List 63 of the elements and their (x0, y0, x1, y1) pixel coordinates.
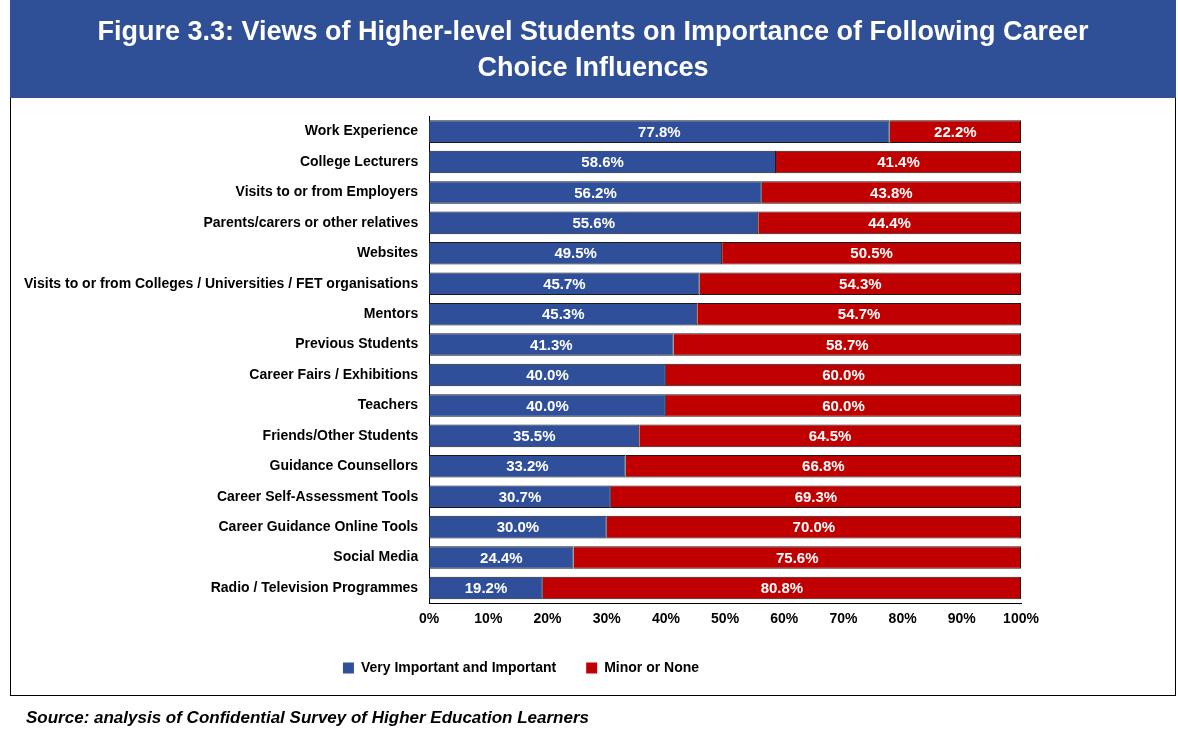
x-tick-label: 100% (1003, 610, 1040, 627)
data-label: 58.6% (581, 153, 624, 171)
data-label: 30.7% (498, 487, 542, 505)
y-tick-label: Visits to or from Employers (235, 183, 419, 200)
data-label: 55.6% (572, 214, 615, 232)
y-tick-label: Websites (356, 244, 419, 261)
x-tick-label: 70% (829, 610, 859, 627)
data-label: 45.3% (541, 305, 585, 323)
legend-label: Very Important and Important (360, 658, 557, 675)
data-label: 66.8% (802, 457, 845, 475)
legend-label: Minor or None (604, 658, 700, 675)
data-label: 60.0% (822, 366, 865, 384)
data-label: 60.0% (822, 396, 865, 414)
y-tick-label: Work Experience (304, 122, 419, 139)
data-label: 45.7% (543, 274, 586, 292)
x-tick-label: 30% (592, 610, 622, 627)
y-tick-label: Teachers (357, 396, 419, 413)
data-label: 19.2% (464, 579, 508, 597)
y-tick-label: Career Self-Assessment Tools (216, 487, 419, 504)
data-label: 50.5% (850, 244, 893, 262)
x-tick-label: 20% (533, 610, 563, 627)
data-label: 64.5% (808, 427, 852, 444)
y-tick-label: Social Media (333, 548, 419, 565)
data-label: 49.5% (554, 244, 597, 262)
x-tick-label: 10% (474, 610, 503, 627)
data-label: 24.4% (480, 548, 523, 566)
data-label: 30.0% (496, 518, 540, 536)
data-label: 41.4% (877, 153, 920, 171)
x-tick-label: 50% (711, 610, 740, 627)
data-label: 69.3% (794, 487, 838, 505)
data-label: 75.6% (776, 548, 819, 566)
chart-title: Figure 3.3: Views of Higher-level Students on Importance of Following Career Choice Influences (10, 0, 1176, 98)
y-tick-label: Previous Students (295, 335, 419, 352)
y-tick-label: Career Fairs / Exhibitions (249, 365, 419, 382)
y-tick-label: Mentors (363, 305, 419, 322)
data-label: 35.5% (512, 427, 556, 444)
data-label: 54.7% (837, 305, 881, 323)
data-label: 56.2% (574, 183, 617, 201)
data-label: 40.0% (526, 366, 569, 384)
y-tick-label: Career Guidance Online Tools (218, 518, 419, 534)
y-tick-label: Guidance Counsellors (269, 457, 419, 474)
data-label: 80.8% (760, 579, 804, 597)
data-label: 41.3% (530, 335, 573, 353)
y-tick-label: Radio / Television Programmes (210, 578, 419, 595)
data-label: 22.2% (934, 122, 977, 140)
data-label: 33.2% (506, 457, 549, 475)
x-tick-label: 80% (888, 610, 918, 627)
data-label: 44.4% (868, 214, 911, 232)
x-tick-label: 0% (419, 610, 440, 627)
source-note: Source: analysis of Confidential Survey of Higher Education Learners (26, 708, 590, 728)
y-tick-label: College Lecturers (299, 152, 419, 169)
data-label: 54.3% (839, 274, 882, 292)
data-label: 77.8% (638, 122, 681, 140)
data-label: 40.0% (526, 396, 569, 414)
data-label: 43.8% (870, 183, 913, 201)
data-label: 70.0% (792, 518, 836, 536)
x-tick-label: 60% (770, 610, 799, 627)
y-tick-label: Visits to or from Colleges / Universities / FET organisations (24, 274, 419, 291)
y-tick-label: Friends/Other Students (262, 426, 419, 443)
x-tick-label: 90% (947, 610, 977, 627)
y-tick-label: Parents/carers or other relatives (203, 213, 419, 230)
data-label: 58.7% (826, 335, 869, 353)
x-tick-label: 40% (651, 610, 681, 627)
